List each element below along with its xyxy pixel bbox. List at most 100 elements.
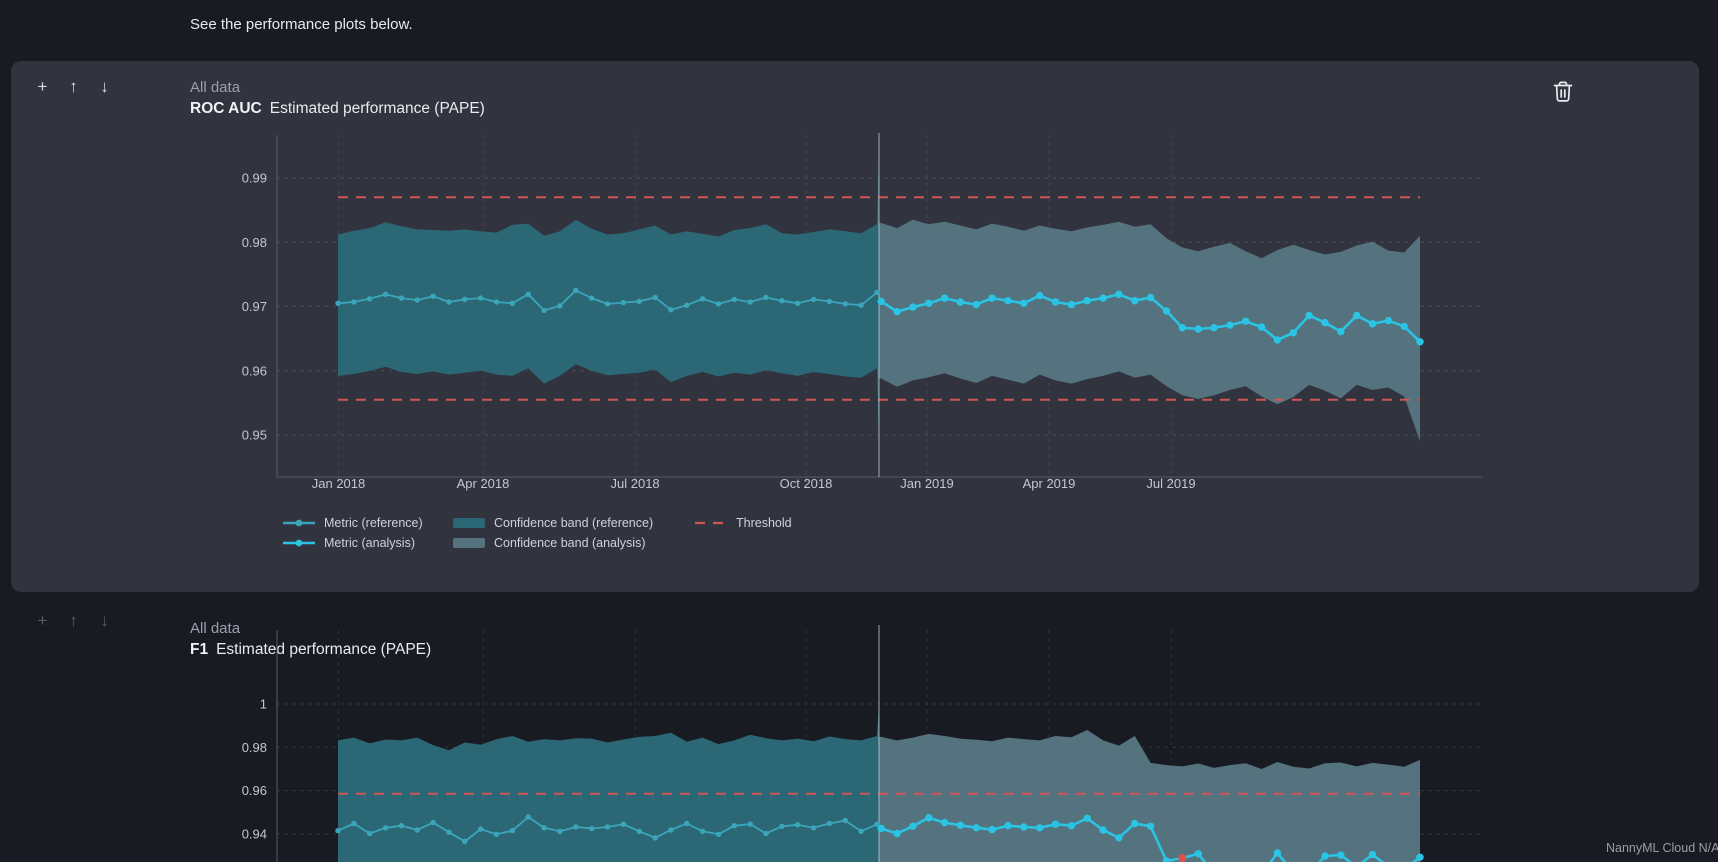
data-point	[747, 821, 753, 827]
data-point	[1242, 317, 1250, 325]
data-point	[877, 824, 885, 833]
legend-item[interactable]: Confidence band (analysis)	[452, 536, 694, 550]
data-point	[382, 825, 389, 831]
data-point	[604, 824, 611, 830]
legend-item[interactable]: Metric (reference)	[282, 516, 452, 530]
legend-item[interactable]: Threshold	[694, 516, 792, 530]
data-point	[1067, 300, 1076, 309]
trash-icon	[1552, 80, 1574, 104]
svg-text:0.99: 0.99	[242, 171, 267, 186]
data-point	[858, 302, 864, 308]
move-down-button[interactable]: ↓	[100, 611, 109, 630]
data-point	[684, 302, 690, 308]
roc-auc-chart[interactable]: 0.99 0.98 0.97 0.96 0.95 Jan 2018 Apr 2018 Jul …	[11, 130, 1699, 530]
legend-row: Metric (reference) Confidence band (refer…	[282, 516, 792, 530]
data-point	[699, 296, 706, 302]
data-point	[842, 301, 848, 307]
chart-title: F1 Estimated performance (PAPE)	[190, 641, 431, 659]
metric-name: ROC AUC	[190, 100, 262, 117]
data-point	[1321, 852, 1329, 860]
data-point	[874, 289, 880, 296]
data-point	[1210, 324, 1218, 332]
data-point	[842, 817, 848, 824]
data-point	[1146, 293, 1155, 302]
data-point	[1067, 822, 1076, 830]
data-point	[557, 828, 563, 834]
svg-text:Jan 2019: Jan 2019	[900, 476, 954, 491]
f1-chart[interactable]: 1 0.98 0.96 0.94	[11, 625, 1699, 862]
data-point	[1273, 336, 1282, 344]
data-point	[858, 828, 864, 834]
confidence-band-reference	[338, 149, 879, 448]
data-point	[972, 300, 980, 309]
data-point	[1036, 824, 1044, 832]
data-point	[1368, 320, 1377, 328]
svg-text:Oct 2018: Oct 2018	[780, 476, 833, 491]
data-point	[731, 296, 737, 303]
data-point	[589, 295, 595, 301]
period-label: All data	[190, 620, 241, 637]
svg-text:0.96: 0.96	[242, 363, 267, 378]
data-point	[940, 818, 949, 827]
data-point	[1337, 851, 1345, 859]
add-plot-button[interactable]: +	[37, 611, 48, 630]
data-point	[925, 814, 933, 822]
move-down-button[interactable]: ↓	[100, 77, 109, 96]
data-point	[573, 287, 579, 294]
data-point	[382, 291, 389, 297]
panel-header: All data F1 Estimated performance (PAPE)	[190, 620, 431, 659]
move-up-button[interactable]: ↑	[69, 611, 78, 630]
delete-plot-button[interactable]	[1548, 77, 1578, 107]
data-point	[684, 820, 690, 827]
data-point	[414, 297, 420, 303]
data-point	[668, 307, 674, 313]
data-point	[1099, 294, 1107, 302]
move-up-button[interactable]: ↑	[69, 77, 78, 96]
data-point	[1226, 321, 1234, 329]
data-point	[810, 825, 817, 831]
data-point	[446, 299, 452, 305]
svg-text:1: 1	[260, 697, 267, 712]
data-point	[493, 831, 500, 837]
data-point	[715, 831, 722, 837]
svg-text:0.95: 0.95	[242, 428, 267, 443]
data-point	[956, 821, 965, 829]
panel-controls: + ↑ ↓	[31, 75, 116, 98]
axis-labels: 0.99 0.98 0.97 0.96 0.95 Jan 2018 Apr 2018 Jul …	[242, 171, 1196, 492]
data-point	[909, 822, 917, 830]
data-point	[478, 826, 484, 832]
legend-row: Metric (analysis) Confidence band (analys…	[282, 536, 792, 550]
svg-text:0.97: 0.97	[242, 299, 267, 314]
data-point	[1368, 850, 1377, 859]
data-point	[779, 298, 785, 304]
data-point	[652, 835, 658, 841]
add-plot-button[interactable]: +	[37, 77, 48, 96]
data-point	[1337, 327, 1345, 336]
data-point	[1305, 311, 1313, 320]
data-point	[1115, 834, 1123, 842]
data-point	[988, 294, 996, 302]
data-point	[763, 830, 769, 837]
data-point	[668, 827, 674, 833]
period-label: All data	[190, 79, 241, 96]
svg-text:0.96: 0.96	[242, 783, 267, 798]
svg-text:0.98: 0.98	[242, 235, 267, 250]
legend-item[interactable]: Confidence band (reference)	[452, 516, 694, 530]
data-point	[620, 821, 627, 827]
legend-label: Metric (analysis)	[324, 536, 415, 550]
data-point	[557, 303, 563, 309]
data-point	[430, 293, 436, 299]
data-point	[525, 291, 531, 297]
data-point	[573, 824, 579, 830]
data-point	[589, 825, 595, 832]
legend-band-swatch	[453, 518, 485, 528]
data-point	[541, 307, 547, 314]
legend-label: Confidence band (reference)	[494, 516, 654, 530]
data-point	[1051, 298, 1060, 306]
data-point	[367, 296, 373, 302]
data-point	[604, 301, 611, 307]
legend-item[interactable]: Metric (analysis)	[282, 536, 452, 550]
data-point	[414, 827, 420, 833]
data-point	[446, 829, 452, 835]
